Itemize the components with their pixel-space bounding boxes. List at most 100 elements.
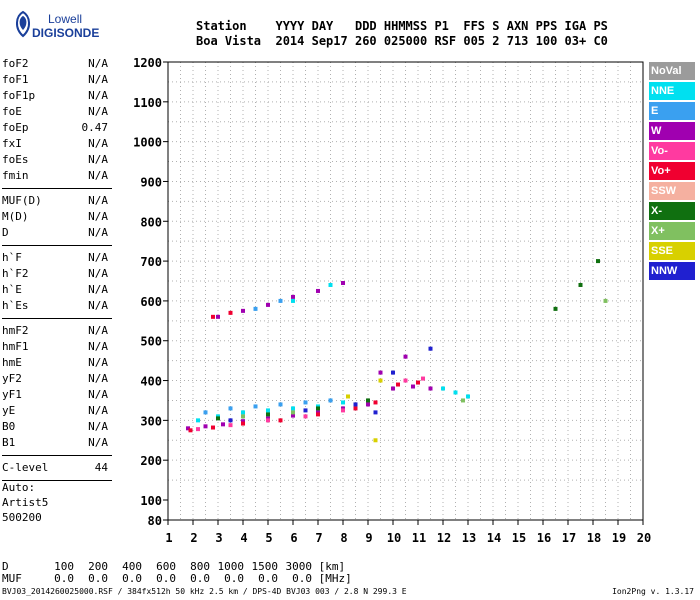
param-name: foF2 [2, 57, 29, 70]
param-ye: yE N/A [2, 403, 112, 419]
digisonde-logo: Lowell DIGISONDE [8, 6, 128, 42]
legend-item-e: E [649, 102, 695, 120]
muf-label: MUF [2, 572, 22, 585]
logo-text-digisonde: DIGISONDE [32, 26, 100, 40]
trace-point-x [291, 410, 295, 415]
header-value-ps: C0 [593, 34, 616, 48]
x-tick-label: 12 [437, 531, 451, 545]
autoscaling-info: Auto: Artist5 500200 [2, 480, 48, 525]
trace-point-x [603, 298, 608, 303]
y-tick-label: 1200 [133, 56, 162, 70]
muf-value: 0.0 [156, 572, 176, 585]
trace-point-nne [241, 410, 245, 415]
param-value: N/A [88, 105, 108, 118]
trace-point-nnw [373, 410, 378, 415]
distance-value: 600 [156, 560, 176, 573]
x-tick-label: 20 [637, 531, 651, 545]
trace-point-x [266, 412, 270, 417]
y-tick-label: 200 [140, 454, 162, 468]
trace-point-nnw [391, 370, 395, 375]
param-fof1p: foF1p N/A [2, 88, 112, 104]
trace-point-w [428, 386, 433, 391]
trace-point-vo [188, 428, 193, 433]
param-name: fxI [2, 137, 22, 150]
x-tick-label: 15 [512, 531, 526, 545]
trace-point-vo [196, 427, 200, 432]
trace-point-w [186, 426, 190, 431]
trace-point-x [578, 282, 583, 287]
param-value: N/A [88, 226, 108, 239]
trace-point-w [403, 354, 408, 359]
trace-point-w [241, 419, 245, 424]
trace-point-x [216, 416, 220, 421]
param-value: N/A [88, 194, 108, 207]
param-hmf2: hmF2 N/A [2, 323, 112, 339]
x-tick-label: 2 [190, 531, 197, 545]
param-name: yF2 [2, 372, 22, 385]
param-he: h`E N/A [2, 282, 112, 298]
legend-item-vo: Vo- [649, 142, 695, 160]
trace-point-vo [278, 418, 283, 423]
param-fof1: foF1 N/A [2, 72, 112, 88]
trace-point-w [316, 288, 320, 293]
legend-item-w: W [649, 122, 695, 140]
legend-item-noval: NoVal [649, 62, 695, 80]
trace-point-nne [453, 390, 458, 395]
header-value-axn: 713 [506, 34, 536, 48]
param-value: N/A [88, 210, 108, 223]
trace-point-sse [378, 378, 383, 383]
trace-point-e [228, 406, 233, 411]
trace-point-vo [316, 412, 320, 417]
muf-value: 0.0 [292, 572, 312, 585]
param-value: 0.47 [81, 121, 109, 134]
divider [2, 245, 112, 246]
trace-point-sse [346, 394, 350, 399]
trace-point-nne [196, 418, 200, 423]
header-label-p1: P1 [434, 19, 464, 33]
param-name: foF1 [2, 73, 29, 86]
param-value: N/A [88, 283, 108, 296]
trace-point-vo [241, 421, 245, 426]
trace-point-e [253, 306, 258, 311]
y-tick-label: 900 [140, 175, 162, 189]
legend-item-nne: NNE [649, 82, 695, 100]
trace-point-sse [373, 438, 378, 443]
footer-file-info: BVJ03_2014260025000.RSF / 384fx512h 50 k… [2, 587, 407, 596]
param-name: yE [2, 404, 16, 417]
param-name: yF1 [2, 388, 22, 401]
trace-point-w [366, 402, 370, 407]
param-name: hmF1 [2, 340, 29, 353]
trace-point-w [341, 280, 345, 285]
trace-point-e [278, 298, 283, 303]
header-value-ddd: 260 [354, 34, 384, 48]
x-tick-label: 4 [240, 531, 247, 545]
x-tick-label: 18 [587, 531, 601, 545]
divider [2, 480, 112, 481]
param-b0: B0 N/A [2, 419, 112, 435]
param-d: D N/A [2, 225, 112, 241]
trace-point-e [328, 398, 333, 403]
header-label-ffs: FFS [463, 19, 493, 33]
y-tick-label: 700 [140, 255, 162, 269]
muf-value: 0.0 [258, 572, 278, 585]
trace-point-x [461, 398, 465, 403]
y-tick-label: 500 [140, 335, 162, 349]
x-tick-label: 5 [265, 531, 272, 545]
param-value: 44 [94, 461, 108, 474]
logo-text-lowell: Lowell [48, 12, 83, 26]
param-name: B0 [2, 420, 16, 433]
param-value: N/A [88, 340, 108, 353]
legend-item-ssw: SSW [649, 182, 695, 200]
trace-point-nne [341, 400, 345, 405]
trace-point-vo [341, 408, 345, 413]
plot-frame [167, 61, 644, 521]
trace-point-w [378, 370, 383, 375]
trace-point-e [303, 400, 308, 405]
param-value: N/A [88, 388, 108, 401]
trace-point-vo [416, 380, 420, 385]
param-hf: h`F N/A [2, 250, 112, 266]
trace-point-w [391, 386, 395, 391]
header-value-hhmmss: 025000 [383, 34, 435, 48]
trace-point-w [291, 294, 295, 299]
param-hmf1: hmF1 N/A [2, 339, 112, 355]
